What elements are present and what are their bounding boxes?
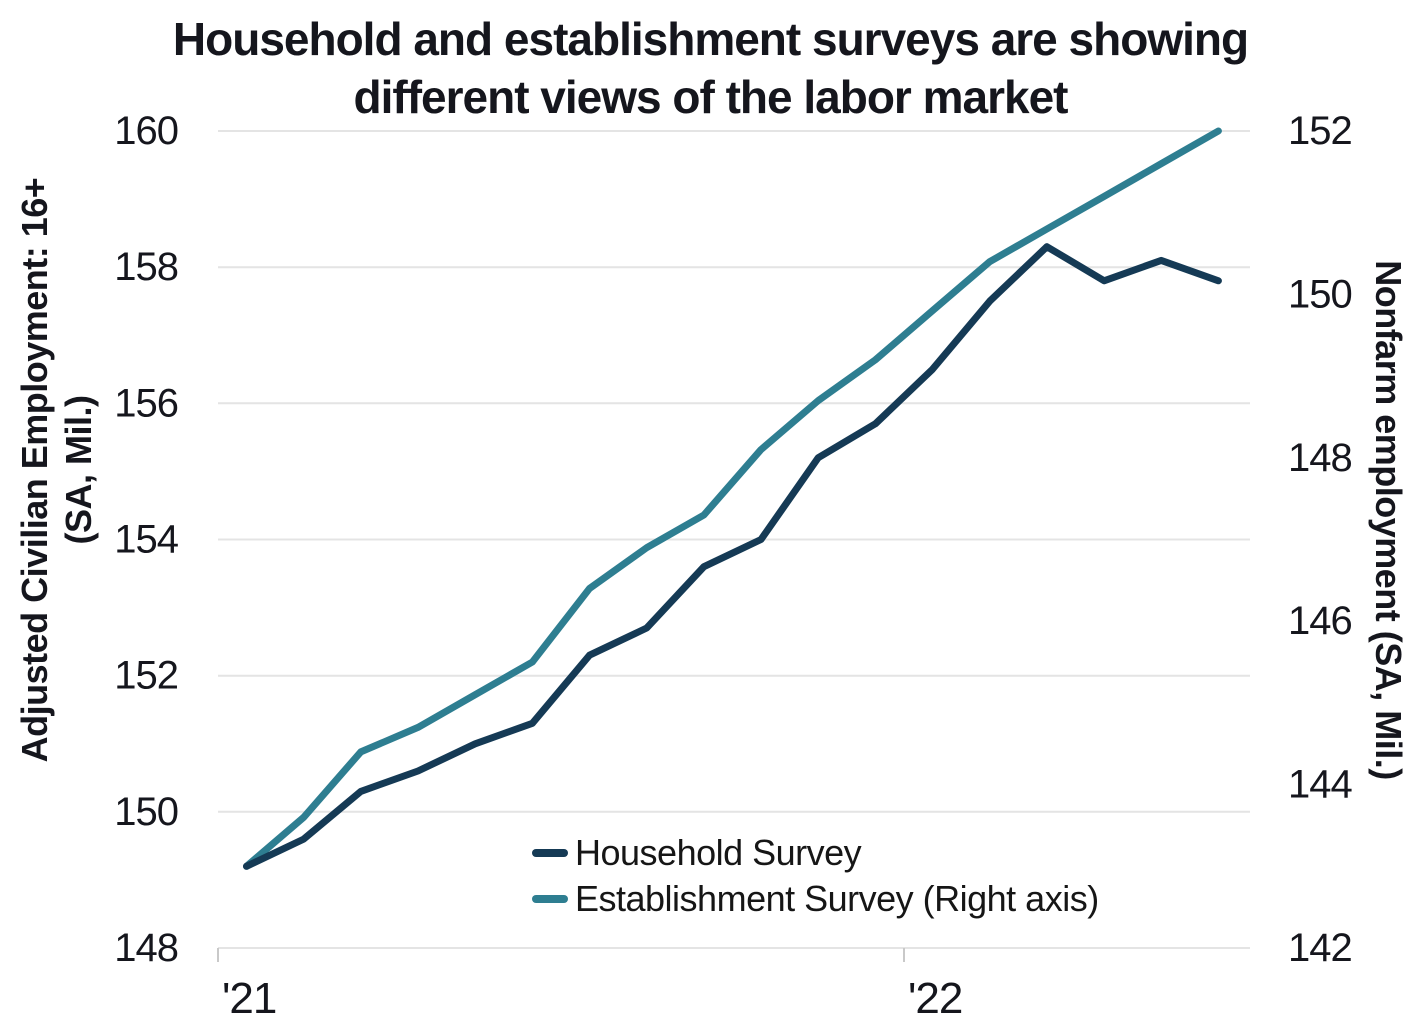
y-axis-tick-label-left: 156 bbox=[114, 381, 178, 425]
household-line-swatch bbox=[532, 849, 568, 857]
establishment-line-swatch bbox=[532, 895, 568, 903]
legend-label-establishment: Establishment Survey (Right axis) bbox=[575, 878, 1099, 919]
chart-title-line1: Household and establishment surveys are … bbox=[172, 13, 1249, 65]
y-axis-tick-label-right: 144 bbox=[1288, 763, 1352, 807]
y-axis-tick-label-right: 142 bbox=[1288, 926, 1352, 970]
y-axis-tick-label-right: 150 bbox=[1288, 272, 1352, 316]
y-axis-tick-label-right: 148 bbox=[1288, 436, 1352, 480]
chart-title: Household and establishment surveys are … bbox=[0, 10, 1421, 126]
legend-item-household: Household Survey bbox=[532, 830, 1099, 876]
y-axis-tick-label-left: 150 bbox=[114, 790, 178, 834]
y-axis-tick-label-right: 152 bbox=[1288, 109, 1352, 153]
y-axis-tick-label-left: 148 bbox=[114, 926, 178, 970]
y-axis-tick-label-left: 152 bbox=[114, 654, 178, 698]
legend-item-establishment: Establishment Survey (Right axis) bbox=[532, 876, 1099, 922]
y-axis-tick-label-left: 154 bbox=[114, 518, 178, 562]
household-survey-line bbox=[243, 243, 1222, 870]
y-axis-tick-label-left: 160 bbox=[114, 109, 178, 153]
legend-label-household: Household Survey bbox=[575, 832, 862, 873]
chart-title-line2: different views of the labor market bbox=[353, 71, 1069, 123]
x-axis-tick-label: '22 bbox=[908, 974, 962, 1023]
x-axis-tick-label: '21 bbox=[222, 974, 276, 1023]
y-axis-tick-label-right: 146 bbox=[1288, 599, 1352, 643]
establishment-survey-line bbox=[243, 127, 1222, 870]
y-axis-tick-label-left: 158 bbox=[114, 245, 178, 289]
chart-legend: Household Survey Establishment Survey (R… bbox=[532, 830, 1099, 922]
